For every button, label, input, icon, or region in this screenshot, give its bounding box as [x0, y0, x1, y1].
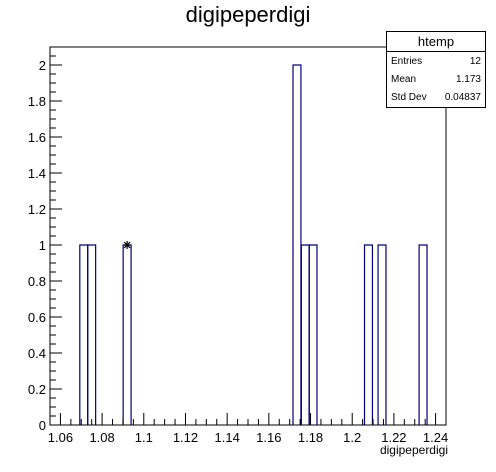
- histogram-bin-8: [418, 244, 428, 425]
- y-tick-label-0.2: 0.2: [28, 382, 46, 397]
- stats-row-entries: Entries 12: [391, 53, 481, 71]
- y-tick-label-1.8: 1.8: [28, 94, 46, 109]
- y-tick-label-1.2: 1.2: [28, 202, 46, 217]
- x-tick-label-1.12: 1.12: [173, 430, 198, 445]
- histogram-bin-4: [300, 244, 310, 425]
- stats-row-stddev: Std Dev 0.04837: [391, 89, 481, 107]
- x-tick-label-1.08: 1.08: [89, 430, 114, 445]
- marker-stroke-3: [123, 241, 131, 249]
- y-tick-label-2: 2: [39, 58, 46, 73]
- y-tick-label-0.4: 0.4: [28, 346, 46, 361]
- x-tick-label-1.16: 1.16: [256, 430, 281, 445]
- x-tick-label-1.18: 1.18: [298, 430, 323, 445]
- x-tick-label-1.24: 1.24: [423, 430, 448, 445]
- y-tick-label-0.8: 0.8: [28, 274, 46, 289]
- histogram-bin-3: [292, 64, 302, 425]
- histogram-bin-7: [377, 244, 387, 425]
- stats-box-title: htemp: [387, 32, 485, 52]
- data-point-marker: [123, 241, 132, 249]
- histogram-bin-6: [363, 244, 374, 425]
- histogram-bin-5: [308, 244, 318, 425]
- histogram-bin-0: [79, 244, 89, 425]
- x-tick-label-1.2: 1.2: [343, 430, 361, 445]
- y-tick-label-1.6: 1.6: [28, 130, 46, 145]
- x-tick-label-1.1: 1.1: [135, 430, 153, 445]
- x-axis-title: digipeperdigi: [379, 443, 448, 457]
- stats-value-mean: 1.173: [455, 74, 481, 85]
- stats-value-stddev: 0.04837: [444, 92, 481, 103]
- stats-row-mean: Mean 1.173: [391, 71, 481, 89]
- stats-label-stddev: Std Dev: [391, 92, 427, 103]
- y-tick-label-1: 1: [39, 238, 46, 253]
- stats-value-entries: 12: [469, 56, 481, 67]
- chart-title: digipeperdigi: [185, 2, 311, 27]
- x-tick-label-1.22: 1.22: [381, 430, 406, 445]
- y-tick-label-0.6: 0.6: [28, 310, 46, 325]
- stats-box: htemp Entries 12 Mean 1.173 Std Dev 0.04…: [386, 31, 486, 108]
- histogram-bin-1: [87, 244, 97, 425]
- x-tick-label-1.14: 1.14: [215, 430, 240, 445]
- y-tick-label-1.4: 1.4: [28, 166, 46, 181]
- y-tick-label-0: 0: [39, 418, 46, 433]
- stats-label-mean: Mean: [391, 74, 417, 85]
- histogram-bin-2: [122, 244, 132, 425]
- stats-label-entries: Entries: [391, 56, 423, 67]
- x-tick-label-1.06: 1.06: [48, 430, 73, 445]
